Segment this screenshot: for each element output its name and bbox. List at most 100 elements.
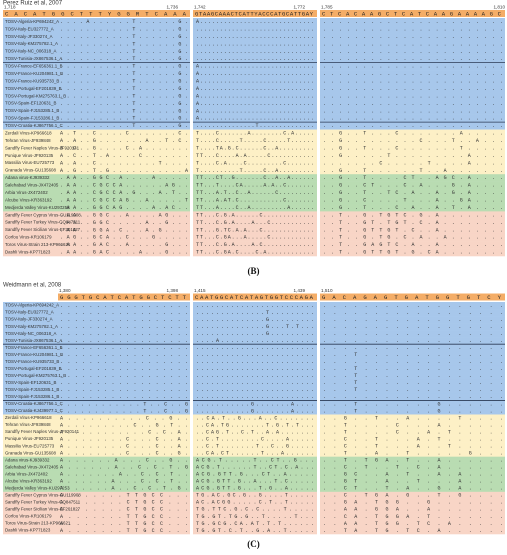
row-band [193, 442, 317, 450]
row-band [320, 505, 505, 514]
row-band [3, 166, 190, 175]
row-label: Alcube Virus-KR363192 [5, 478, 52, 483]
row-band [320, 144, 505, 153]
consensus-bar [58, 293, 190, 301]
row-band [320, 166, 505, 175]
row-sequence: ACG.T......T..CT.C.A... [196, 465, 314, 471]
row-band [320, 309, 505, 317]
row-band [320, 414, 505, 422]
row-band [193, 400, 317, 408]
row-sequence: A............................. [196, 101, 314, 107]
row-label: Sandfly Fever Cyprus Virus-GU119908 [5, 212, 81, 217]
row-sequence: TT...C.GA...A.....C........... [196, 235, 314, 241]
row-band [320, 421, 505, 429]
row-sequence: .............................. [196, 26, 314, 32]
row-label: TOSV-Italy-NC_006318_A [5, 49, 56, 54]
row-band [320, 365, 505, 373]
row-label: TOSV-Italy-EU327772_A [5, 26, 54, 31]
row-band [3, 248, 190, 257]
row-band [3, 526, 190, 535]
row-sequence: ..CA.TG.......T.G.T.T... [196, 422, 314, 428]
row-label: Sandfly Fever Sicilian Virus-EF201827 [5, 227, 81, 232]
row-sequence: .............................. [196, 41, 314, 47]
row-band [320, 248, 505, 257]
row-label: Salehabad Virus-JX472405 [5, 464, 59, 469]
row-band [3, 456, 190, 464]
row-sequence: ............T..C..G [60, 408, 188, 414]
row-band [193, 358, 317, 366]
row-band [320, 407, 505, 415]
row-band [3, 330, 190, 338]
row-band [320, 55, 505, 63]
row-sequence: A............................. [196, 86, 314, 92]
row-band [3, 344, 190, 352]
row-band [320, 70, 505, 78]
row-band [320, 25, 505, 34]
row-sequence: ACG.GTT.G..A...T.C..... [196, 479, 314, 485]
row-sequence: ACG.T.....T..CT..G... [196, 458, 314, 464]
row-band [193, 248, 317, 257]
row-band [193, 456, 317, 464]
row-sequence: ........................ [196, 345, 314, 351]
position-start: 1,510 [321, 288, 333, 293]
row-label: Punique Virus-JF920135 [5, 153, 54, 158]
row-sequence: ..T..G.TG.C.A..A....... [323, 235, 503, 241]
row-sequence: ....................... [323, 116, 503, 122]
row-band [3, 372, 190, 380]
row-label: Medjerda Valley Virus-KU297253 [5, 485, 70, 490]
row-label: TOSV-Spain-FJ153286.1_B [5, 116, 59, 121]
row-band [3, 218, 190, 227]
consensus-bar [320, 293, 505, 301]
row-sequence: A............................. [196, 71, 314, 77]
row-sequence: T....C.A....C.........C....... [196, 160, 314, 166]
row-sequence: ....................... [323, 34, 503, 40]
consensus-sequence: CTCACAAGCTCATCAAGAAAAGC [322, 10, 502, 17]
row-band [193, 386, 317, 394]
row-sequence: A............................. [196, 64, 314, 70]
row-label: TOSV-Italy-NC_006318_A [5, 331, 56, 336]
row-band [320, 498, 505, 507]
row-sequence: A......A..C.C.T.G [60, 465, 188, 471]
row-label: Sandfly Fever Turkey Virus-GQ847511 [5, 220, 81, 225]
row-band [193, 512, 317, 521]
row-sequence: .............................. [196, 34, 314, 40]
row-band [320, 159, 505, 168]
row-sequence: ....................... [323, 26, 503, 32]
row-band [3, 137, 190, 145]
row-band [320, 122, 505, 130]
row-band [3, 470, 190, 479]
row-label: TOSV-France-KU204981.1_B [5, 352, 63, 357]
row-band [320, 442, 505, 450]
row-band [3, 233, 190, 242]
row-sequence: ..G.....T.........A.... [323, 153, 503, 159]
row-band [320, 519, 505, 528]
row-band [193, 316, 317, 324]
row-label: TOSV-Portugal-KM275763.1_B [5, 93, 66, 98]
row-band [3, 107, 190, 115]
row-band [193, 218, 317, 227]
row-sequence: ACG.GTT.G...T.G..A..... [196, 486, 314, 492]
row-band [320, 99, 505, 108]
row-band [3, 407, 190, 415]
row-band [3, 302, 190, 310]
row-band [3, 211, 190, 220]
row-label: Arbia Virus-JX472402 [5, 190, 48, 195]
row-band [193, 477, 317, 486]
row-band [193, 32, 317, 41]
row-band [320, 400, 505, 408]
row-band [193, 330, 317, 338]
row-sequence: ........................ [196, 359, 314, 365]
row-band [3, 309, 190, 317]
row-band [193, 379, 317, 387]
row-band [320, 92, 505, 101]
position-end: 1,772 [294, 5, 306, 10]
consensus-bar [193, 10, 317, 17]
row-band [3, 435, 190, 443]
row-band [320, 77, 505, 86]
row-sequence: TT...A.AT.C...........C....... [196, 198, 314, 204]
row-band [3, 151, 190, 160]
row-sequence: T....TA.G.C......C..A......... [196, 145, 314, 151]
row-label: TOSV-Portugal-EF201839_B [5, 86, 62, 91]
row-sequence: TT...A....C..A.........A...... [196, 205, 314, 211]
row-sequence: ..............G......... [196, 331, 314, 337]
